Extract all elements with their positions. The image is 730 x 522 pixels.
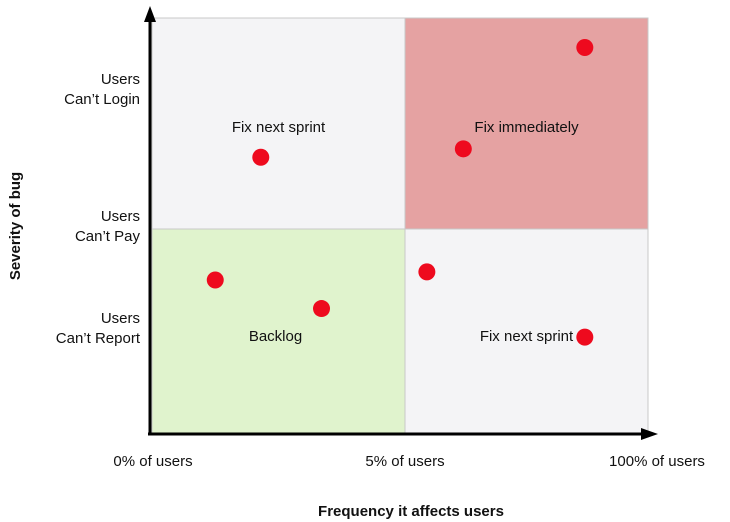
data-point xyxy=(454,140,472,158)
y-tick-label: Users Can’t Pay xyxy=(75,208,141,245)
quadrant-label: Fix immediately xyxy=(474,119,579,136)
quadrant-0 xyxy=(151,17,406,230)
x-axis xyxy=(148,428,658,440)
quadrant-3 xyxy=(404,228,649,434)
data-point xyxy=(252,148,270,166)
x-tick-label: 5% of users xyxy=(365,453,444,470)
quadrant-label: Fix next sprint xyxy=(480,328,574,345)
quadrant-label: Backlog xyxy=(249,328,302,345)
y-tick-labels: Users Can’t Report Users Can’t Pay Users Can’… xyxy=(56,71,141,347)
y-tick-label: Users Can’t Report xyxy=(56,310,141,347)
data-points xyxy=(206,39,594,346)
x-axis-arrow-icon xyxy=(641,428,658,440)
y-axis-title: Severity of bug xyxy=(7,172,24,280)
quadrant-2 xyxy=(151,228,406,434)
x-tick-label: 100% of users xyxy=(609,453,705,470)
data-point xyxy=(576,328,594,346)
data-point xyxy=(576,39,594,57)
y-axis-arrow-icon xyxy=(144,6,156,22)
data-point xyxy=(206,271,224,289)
y-axis xyxy=(144,6,156,435)
quadrant-label: Fix next sprint xyxy=(232,119,326,136)
quadrant-1 xyxy=(404,17,649,230)
data-point xyxy=(418,263,436,281)
x-tick-labels: 0% of users 5% of users 100% of users xyxy=(113,453,705,470)
y-tick-label: Users Can’t Login xyxy=(64,71,140,108)
quadrants xyxy=(151,17,649,434)
x-tick-label: 0% of users xyxy=(113,453,192,470)
data-point xyxy=(313,300,331,318)
x-axis-title: Frequency it affects users xyxy=(318,503,504,520)
quadrant-labels: Fix next sprint Fix immediately Backlog Fix… xyxy=(232,119,579,345)
